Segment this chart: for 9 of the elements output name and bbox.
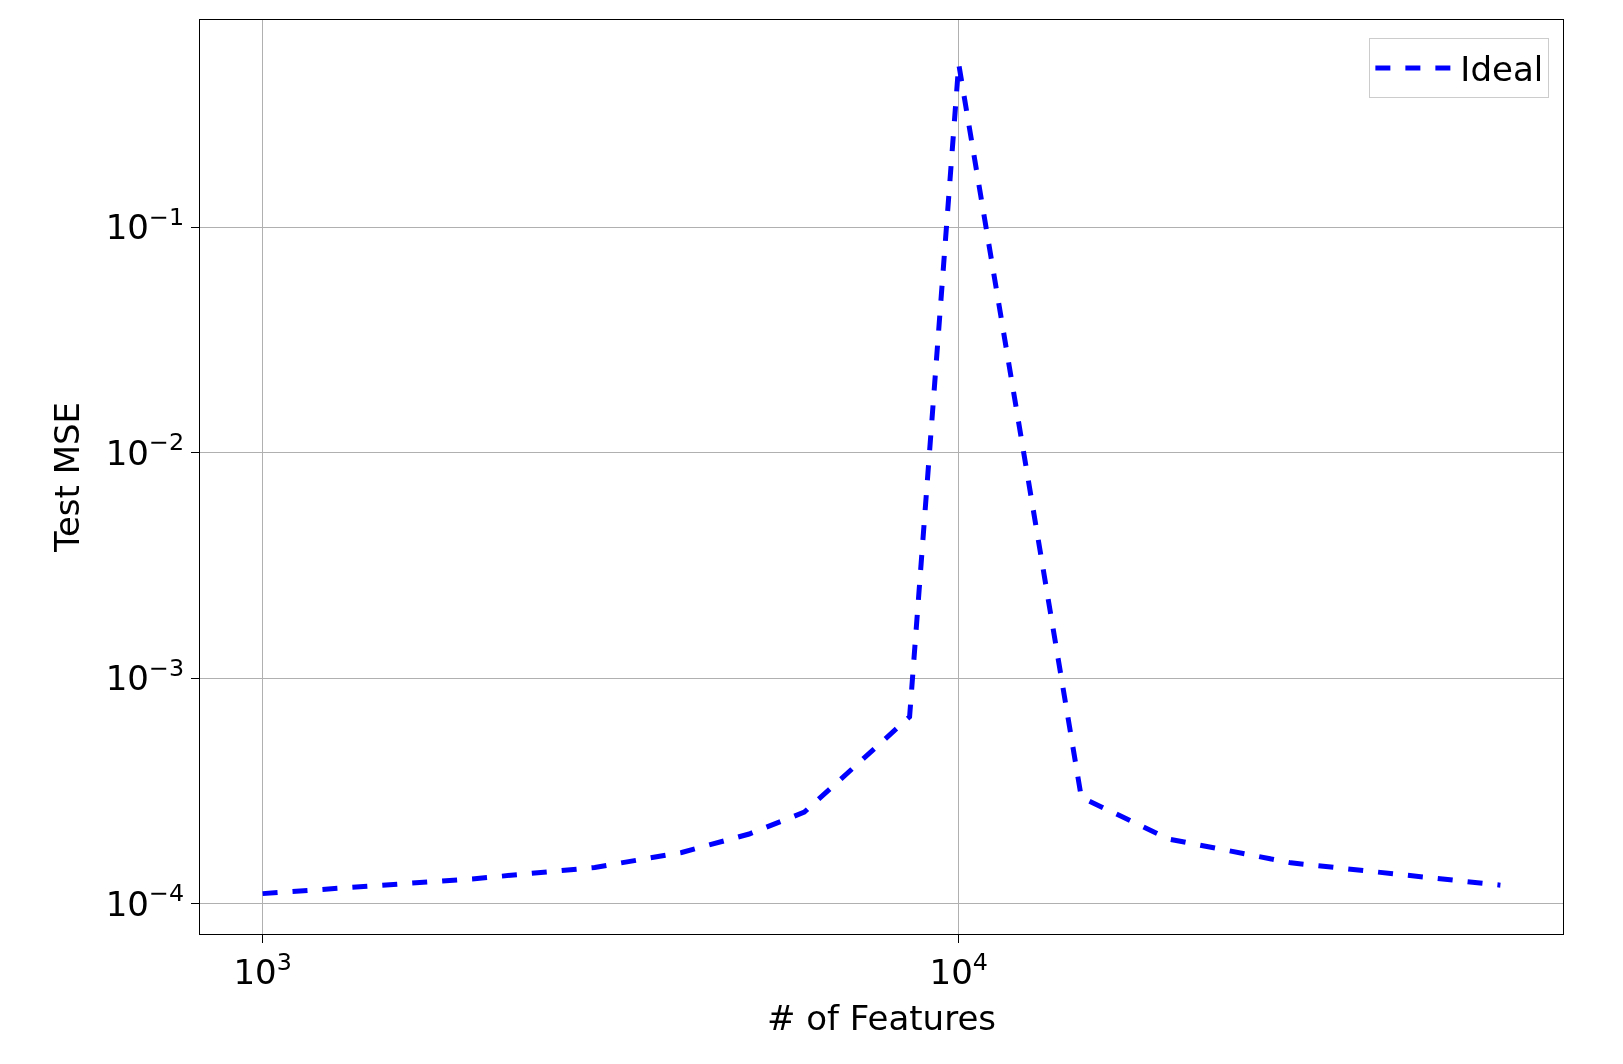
y-tick-label: 10$^{−2}$ xyxy=(105,428,185,473)
y-axis-title: Test MSE xyxy=(47,401,88,554)
x-tick-label: 10$^{4}$ xyxy=(929,947,988,992)
y-tick-label: 10$^{−3}$ xyxy=(105,653,185,699)
x-axis-title: # of Features xyxy=(766,998,997,1039)
y-tick-label: 10$^{−1}$ xyxy=(105,202,185,248)
y-tick-label: 10$^{−4}$ xyxy=(105,879,185,924)
legend-label: Ideal xyxy=(1460,49,1544,90)
x-tick-label: 10$^{3}$ xyxy=(233,947,292,992)
